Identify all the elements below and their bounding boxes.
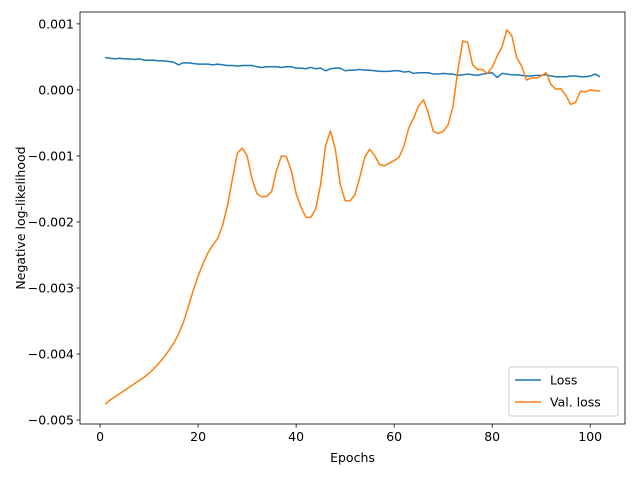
legend-label-val-loss: Val. loss <box>550 395 601 410</box>
y-tick-label: −0.001 <box>28 148 74 163</box>
y-axis-ticks: 0.001 0.000 −0.001 −0.002 −0.003 −0.004 −0.005 <box>28 16 80 428</box>
x-tick-label: 100 <box>578 429 602 444</box>
y-tick-label: −0.002 <box>28 214 74 229</box>
plot-area <box>80 12 625 424</box>
x-tick-label: 20 <box>190 429 206 444</box>
x-tick-label: 80 <box>484 429 500 444</box>
legend: Loss Val. loss <box>508 366 619 417</box>
legend-label-loss: Loss <box>550 373 577 388</box>
y-axis-label: Negative log-likelihood <box>13 146 28 289</box>
x-tick-label: 40 <box>288 429 304 444</box>
axes-frame <box>79 11 626 425</box>
series-layer <box>104 29 601 405</box>
y-tick-label: −0.005 <box>28 413 74 428</box>
y-tick-label: −0.004 <box>28 347 74 362</box>
y-tick-label: −0.003 <box>28 280 74 295</box>
x-tick-label: 0 <box>96 429 104 444</box>
series-line-loss <box>104 56 601 79</box>
y-tick-label: 0.000 <box>38 82 74 97</box>
x-tick-label: 60 <box>386 429 402 444</box>
y-tick-label: 0.001 <box>38 16 74 31</box>
x-axis-ticks: 0 20 40 60 80 100 <box>96 424 602 444</box>
x-axis-label: Epochs <box>330 450 375 465</box>
series-line-val-loss <box>104 29 601 405</box>
